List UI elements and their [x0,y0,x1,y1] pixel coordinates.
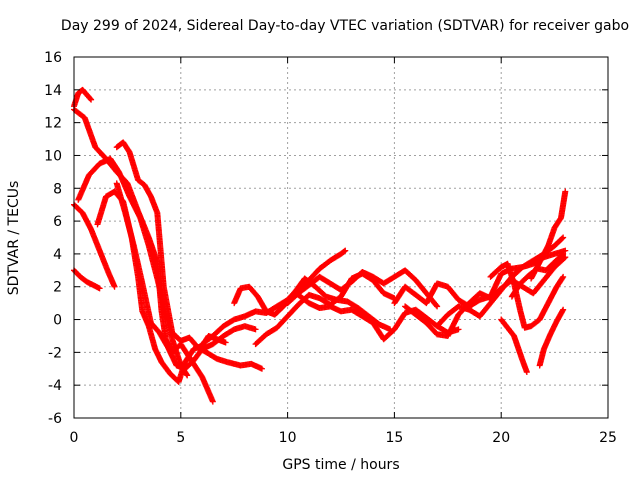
y-tick-label: -2 [48,345,62,361]
grid [74,57,608,418]
x-tick-label: 5 [176,430,185,446]
y-tick-label: 2 [53,280,62,296]
x-axis-label: GPS time / hours [282,457,400,473]
x-tick-label: 15 [385,430,403,446]
y-tick-label: 0 [53,313,62,329]
data-point [560,234,567,241]
data-point [433,302,440,309]
y-tick-label: -4 [48,378,62,394]
series-track-12 [284,267,441,310]
series-track-7 [113,139,265,372]
data-point [209,398,216,405]
series-track-21 [508,250,567,300]
chart-title: Day 299 of 2024, Sidereal Day-to-day VTE… [60,18,630,34]
data-point [562,247,569,254]
y-tick-label: 10 [44,148,62,164]
data-point [434,303,441,310]
y-tick-label: 16 [44,50,62,66]
x-tick-label: 10 [279,430,297,446]
data-point [111,283,118,290]
data-point [96,285,103,292]
series-track-3 [71,267,103,292]
data-point [560,250,567,257]
data-point [342,247,349,254]
x-tick-label: 0 [70,430,79,446]
data-point [341,248,348,255]
data-point [258,365,265,372]
y-tick-label: 12 [44,116,62,132]
data-point [222,339,229,346]
data-point [560,306,567,313]
data-point [88,96,95,103]
data-point [562,188,569,195]
axis-ticks: 0 5 10 15 20 25 -6 -4 -2 0 2 4 6 8 10 12 14 16 [44,50,617,446]
series-track-19 [536,306,567,369]
data-point [559,251,566,258]
series-track-4 [71,201,118,290]
y-axis-label: SDTVAR / TECUs [6,180,22,296]
data-point [560,273,567,280]
y-tick-label: 8 [53,181,62,197]
series-track-5 [75,155,191,379]
series-track-13 [295,291,462,343]
data-point [523,369,530,376]
data-point [252,326,259,333]
y-tick-label: 14 [44,83,62,99]
y-tick-label: 6 [53,214,62,230]
data-point [87,95,94,102]
series-track-18 [498,316,530,376]
plot-frame [73,56,609,419]
data-point [184,372,191,379]
data-points [71,86,569,405]
y-tick-label: 4 [53,247,62,263]
data-point [559,235,566,242]
series-track-8 [113,180,259,372]
x-tick-label: 20 [492,430,510,446]
x-tick-label: 25 [599,430,617,446]
y-tick-label: -6 [48,411,62,427]
series-track-10 [231,275,394,333]
data-point [455,326,462,333]
